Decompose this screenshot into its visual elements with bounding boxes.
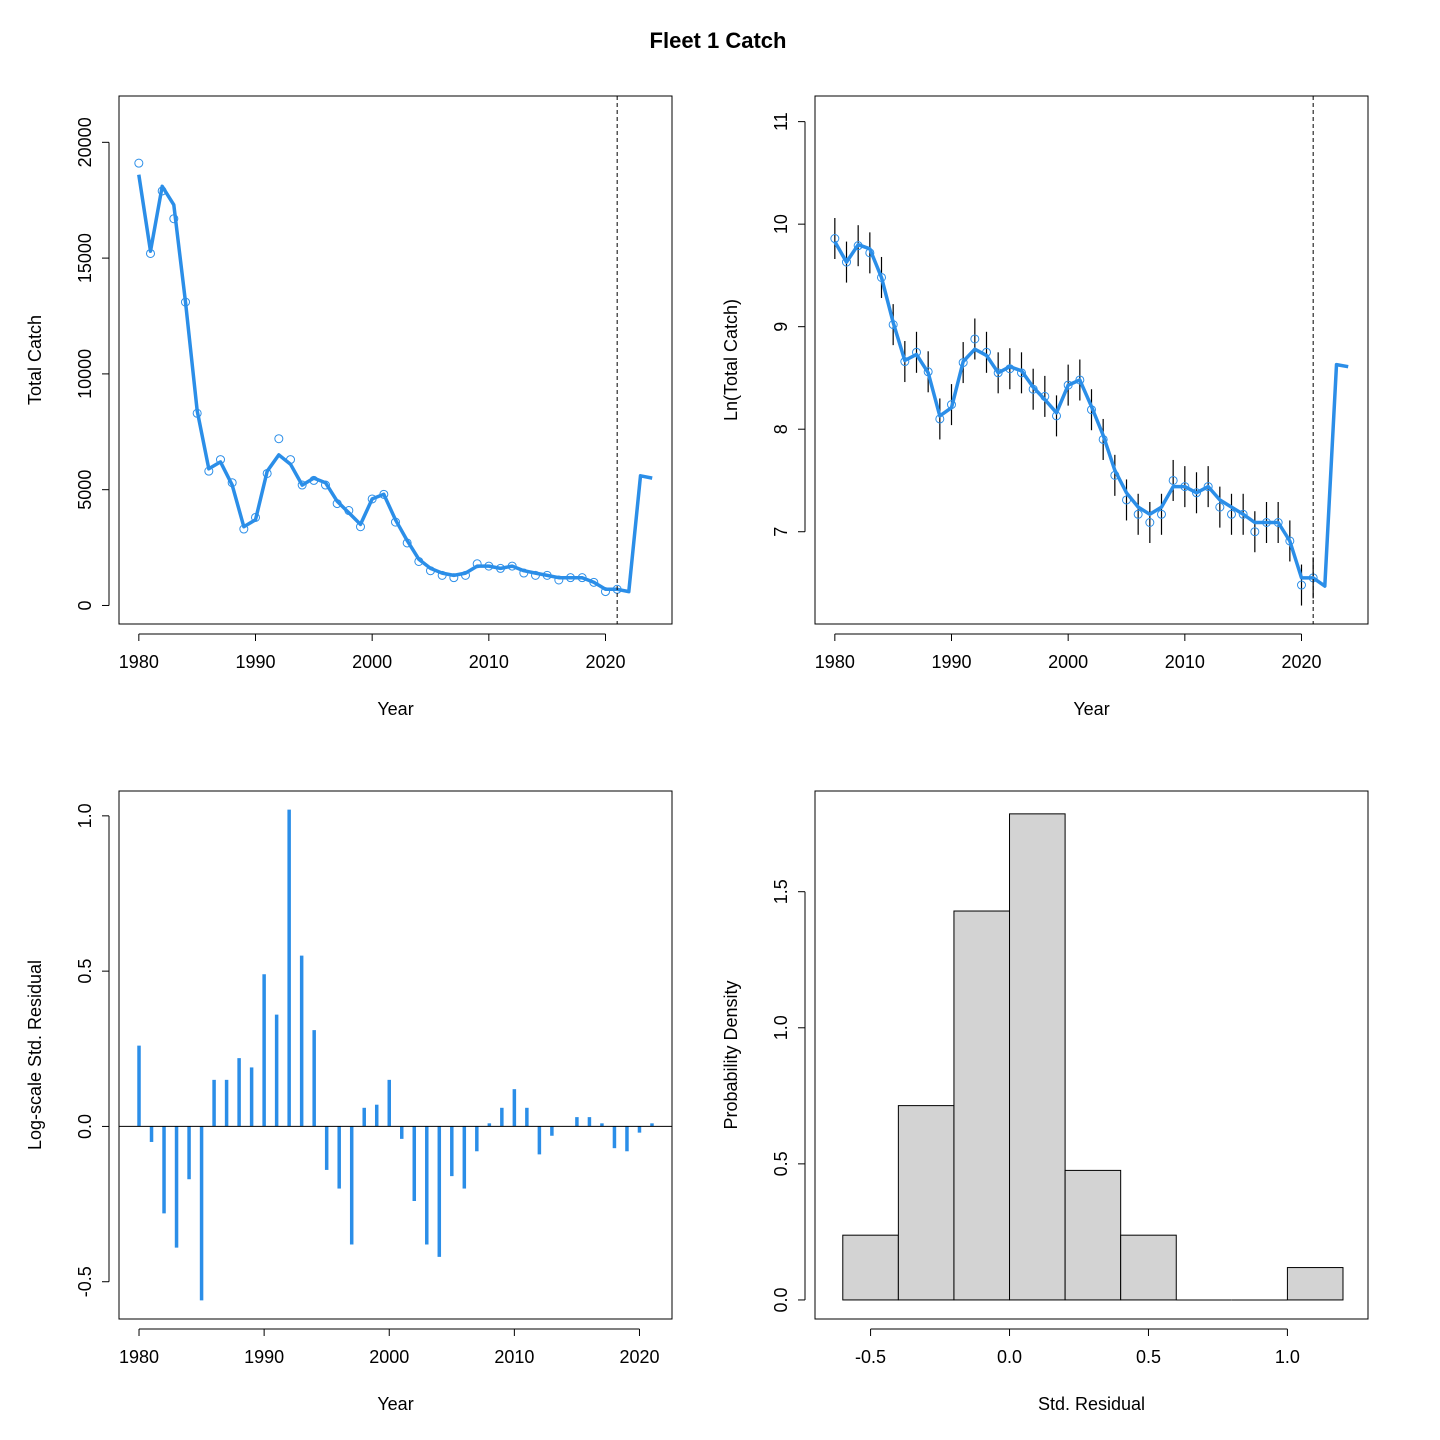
- observed-point: [1133, 509, 1143, 519]
- y-tick-label: 15000: [75, 233, 95, 283]
- plot-frame: [118, 790, 673, 1320]
- x-tick-label: 0.5: [1136, 1347, 1161, 1367]
- observed-point: [1017, 368, 1026, 378]
- x-tick-label: 2010: [1165, 652, 1205, 672]
- y-tick-label: 11: [771, 112, 791, 131]
- y-tick-label: 7: [771, 527, 791, 537]
- y-tick-label: 1.0: [75, 803, 95, 828]
- x-tick-label: 2000: [1048, 652, 1088, 672]
- x-tick-label: 1980: [815, 652, 855, 672]
- y-tick-label: 10000: [75, 349, 95, 399]
- histogram-bar: [1286, 1267, 1344, 1301]
- x-tick-label: 2000: [369, 1347, 409, 1367]
- y-axis-title: Total Catch: [25, 315, 45, 405]
- observed-point: [297, 480, 307, 490]
- observed-point: [1238, 509, 1248, 519]
- y-axis-title: Ln(Total Catch): [721, 299, 741, 421]
- y-axis-title: Probability Density: [721, 980, 741, 1129]
- y-tick-label: 0.5: [75, 959, 95, 984]
- observed-point: [1203, 482, 1213, 492]
- y-tick-label: 0: [75, 600, 95, 610]
- observed-point: [1297, 580, 1306, 590]
- x-tick-label: 1990: [244, 1347, 284, 1367]
- observed-point: [993, 368, 1003, 378]
- observed-point: [1250, 527, 1260, 537]
- observed-point: [274, 434, 284, 444]
- y-tick-label: 0.5: [771, 1151, 791, 1176]
- x-axis-title: Year: [1073, 699, 1109, 719]
- predicted-line: [137, 174, 653, 594]
- observed-point: [1157, 509, 1166, 519]
- histogram-bar: [1009, 813, 1066, 1301]
- observed-point: [134, 158, 144, 168]
- x-axis-title: Year: [377, 699, 413, 719]
- observed-point: [1145, 518, 1155, 528]
- observed-point: [970, 334, 980, 344]
- x-tick-label: 1990: [235, 652, 275, 672]
- y-tick-label: 10: [771, 214, 791, 234]
- x-tick-label: 2020: [585, 652, 625, 672]
- histogram-bar: [1120, 1234, 1177, 1301]
- y-tick-label: 1.5: [771, 879, 791, 904]
- panel-std-residual: 1980 1990 2000 2010 2020 Year -0.5 0.0 0.5 1.0 Log…: [25, 790, 673, 1414]
- x-tick-label: 2020: [1281, 652, 1321, 672]
- x-tick-label: -0.5: [855, 1347, 886, 1367]
- observed-point: [1192, 488, 1201, 498]
- x-tick-label: 2010: [469, 652, 509, 672]
- histogram-bar: [897, 1105, 955, 1301]
- y-tick-label: -0.5: [75, 1266, 95, 1297]
- plot-frame: [814, 790, 1369, 1320]
- x-tick-label: 1980: [119, 1347, 159, 1367]
- predicted-line: [833, 240, 1349, 588]
- panel-ln-total-catch: 1980 1990 2000 2010 2020 Year 7 8 9 10 11 Ln(Total …: [721, 95, 1369, 719]
- y-tick-label: 0.0: [75, 1114, 95, 1139]
- histogram-bar: [953, 910, 1011, 1301]
- observed-point: [842, 257, 851, 267]
- x-tick-label: 2000: [352, 652, 392, 672]
- observed-point: [1227, 509, 1236, 519]
- histogram-bar: [842, 1234, 899, 1301]
- plot-frame: [814, 95, 1369, 625]
- observed-point: [1215, 502, 1225, 512]
- panel-total-catch: 1980 1990 2000 2010 2020 Year 0 5000 10000 15000 2…: [25, 95, 673, 719]
- x-axis-title: Year: [377, 1394, 413, 1414]
- observed-point: [1168, 475, 1178, 485]
- x-tick-label: 2010: [494, 1347, 534, 1367]
- y-tick-label: 9: [771, 322, 791, 332]
- y-tick-label: 8: [771, 424, 791, 434]
- panel-residual-histogram: -0.5 0.0 0.5 1.0 Std. Residual 0.0 0.5 1.0 1.5 Pr…: [721, 790, 1369, 1414]
- y-tick-label: 20000: [75, 117, 95, 167]
- x-axis-title: Std. Residual: [1038, 1394, 1145, 1414]
- x-tick-label: 2020: [619, 1347, 659, 1367]
- histogram-bar: [1064, 1169, 1122, 1301]
- y-tick-label: 1.0: [771, 1015, 791, 1040]
- y-tick-label: 0.0: [771, 1287, 791, 1312]
- figure-title: Fleet 1 Catch: [650, 28, 787, 53]
- x-tick-label: 1.0: [1275, 1347, 1300, 1367]
- x-tick-label: 0.0: [997, 1347, 1022, 1367]
- plot-frame: [118, 95, 673, 625]
- y-tick-label: 5000: [75, 470, 95, 510]
- y-axis-title: Log-scale Std. Residual: [25, 960, 45, 1150]
- x-tick-label: 1980: [119, 652, 159, 672]
- x-tick-label: 1990: [931, 652, 971, 672]
